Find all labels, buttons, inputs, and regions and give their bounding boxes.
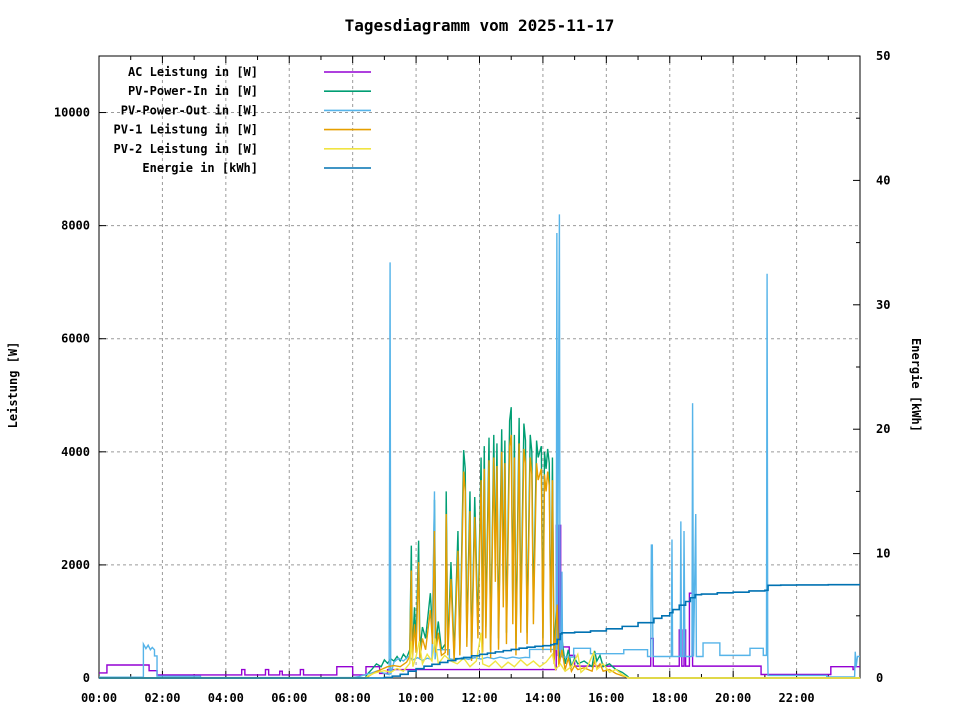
x-axis-tick-label: 12:00: [461, 691, 497, 705]
y-axis-right-tick-label: 20: [876, 422, 890, 436]
chart-title: Tagesdiagramm vom 2025-11-17: [344, 16, 615, 35]
y-axis-left-tick-label: 6000: [61, 332, 90, 346]
series-line-4-pv-2-leistung-in-w-: [99, 632, 860, 679]
y-axis-right-tick-label: 50: [876, 49, 890, 63]
y-axis-left-tick-label: 0: [83, 671, 90, 685]
x-axis-tick-label: 16:00: [588, 691, 624, 705]
y-axis-right-tick-label: 0: [876, 671, 883, 685]
x-axis-tick-label: 04:00: [208, 691, 244, 705]
y-axis-left-tick-label: 2000: [61, 558, 90, 572]
legend-label-0: AC Leistung in [W]: [128, 65, 258, 79]
y-axis-left-tick-label: 4000: [61, 445, 90, 459]
x-axis-tick-label: 00:00: [81, 691, 117, 705]
legend-label-4: PV-2 Leistung in [W]: [114, 142, 259, 156]
y-axis-left-tick-label: 8000: [61, 219, 90, 233]
series-line-3-pv-1-leistung-in-w-: [99, 434, 860, 679]
x-axis-tick-label: 10:00: [398, 691, 434, 705]
y-axis-right-tick-label: 30: [876, 298, 890, 312]
legend-label-2: PV-Power-Out in [W]: [121, 103, 258, 117]
legend-label-5: Energie in [kWh]: [142, 161, 258, 175]
x-axis-tick-label: 22:00: [779, 691, 815, 705]
legend-label-3: PV-1 Leistung in [W]: [114, 123, 259, 137]
x-axis-tick-label: 06:00: [271, 691, 307, 705]
y-axis-right-tick-label: 10: [876, 547, 890, 561]
y-axis-right-label: Energie [kWh]: [909, 338, 923, 432]
x-axis-tick-label: 20:00: [715, 691, 751, 705]
x-axis-tick-label: 02:00: [144, 691, 180, 705]
x-axis-tick-label: 08:00: [335, 691, 371, 705]
legend-label-1: PV-Power-In in [W]: [128, 84, 258, 98]
series-line-5-energie-in-kwh-: [99, 583, 860, 679]
y-axis-right-tick-label: 40: [876, 173, 890, 187]
y-axis-left-tick-label: 10000: [54, 106, 90, 120]
x-axis-tick-label: 14:00: [525, 691, 561, 705]
x-axis-tick-label: 18:00: [652, 691, 688, 705]
y-axis-left-label: Leistung [W]: [6, 342, 20, 429]
